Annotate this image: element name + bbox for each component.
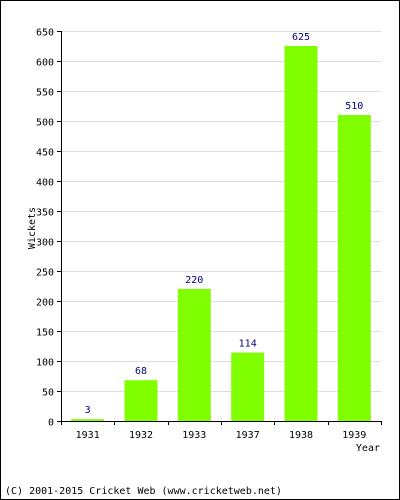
y-tick-label: 100 xyxy=(36,358,54,369)
data-label: 510 xyxy=(345,101,363,112)
data-label: 220 xyxy=(185,275,203,286)
y-tick-label: 500 xyxy=(36,118,54,129)
y-tick-label: 200 xyxy=(36,298,54,309)
bar-1932 xyxy=(124,380,158,421)
data-label: 625 xyxy=(292,32,310,43)
y-tick-label: 600 xyxy=(36,58,54,69)
copyright-footer: (C) 2001-2015 Cricket Web (www.cricketwe… xyxy=(5,486,282,497)
x-axis-label: Year xyxy=(356,443,380,454)
data-label: 68 xyxy=(135,366,147,377)
y-tick-label: 300 xyxy=(36,238,54,249)
x-tick-label: 1937 xyxy=(236,430,260,441)
data-label: 114 xyxy=(239,339,257,350)
grid-lines xyxy=(61,31,381,392)
bar-1931 xyxy=(71,419,105,421)
y-tick-label: 400 xyxy=(36,178,54,189)
y-tick-label: 250 xyxy=(36,268,54,279)
y-tick-label: 650 xyxy=(36,28,54,39)
data-label: 3 xyxy=(85,405,91,416)
y-tick-label: 150 xyxy=(36,328,54,339)
y-tick-label: 0 xyxy=(48,418,54,429)
y-tick-label: 50 xyxy=(42,388,54,399)
bar-1933 xyxy=(177,289,211,421)
y-axis-label: Wickets xyxy=(27,207,38,249)
y-tick-label: 550 xyxy=(36,88,54,99)
y-tick-labels: 0 50 100 150 200 250 300 350 400 450 500 550 600 650 xyxy=(36,28,54,429)
x-tick-label: 1939 xyxy=(342,430,366,441)
bar-1937 xyxy=(231,352,265,421)
x-tick-label: 1932 xyxy=(129,430,153,441)
y-tick-label: 350 xyxy=(36,208,54,219)
bar-1939 xyxy=(337,115,371,421)
y-tick-label: 450 xyxy=(36,148,54,159)
x-tick-label: 1938 xyxy=(289,430,313,441)
axes xyxy=(57,31,382,425)
bar-series xyxy=(71,46,371,421)
x-tick-label: 1933 xyxy=(182,430,206,441)
data-labels: 3 68 220 114 625 510 xyxy=(85,32,364,416)
x-tick-label: 1931 xyxy=(76,430,100,441)
bar-1938 xyxy=(284,46,318,421)
x-tick-labels: 1931 1932 1933 1937 1938 1939 xyxy=(76,430,367,441)
